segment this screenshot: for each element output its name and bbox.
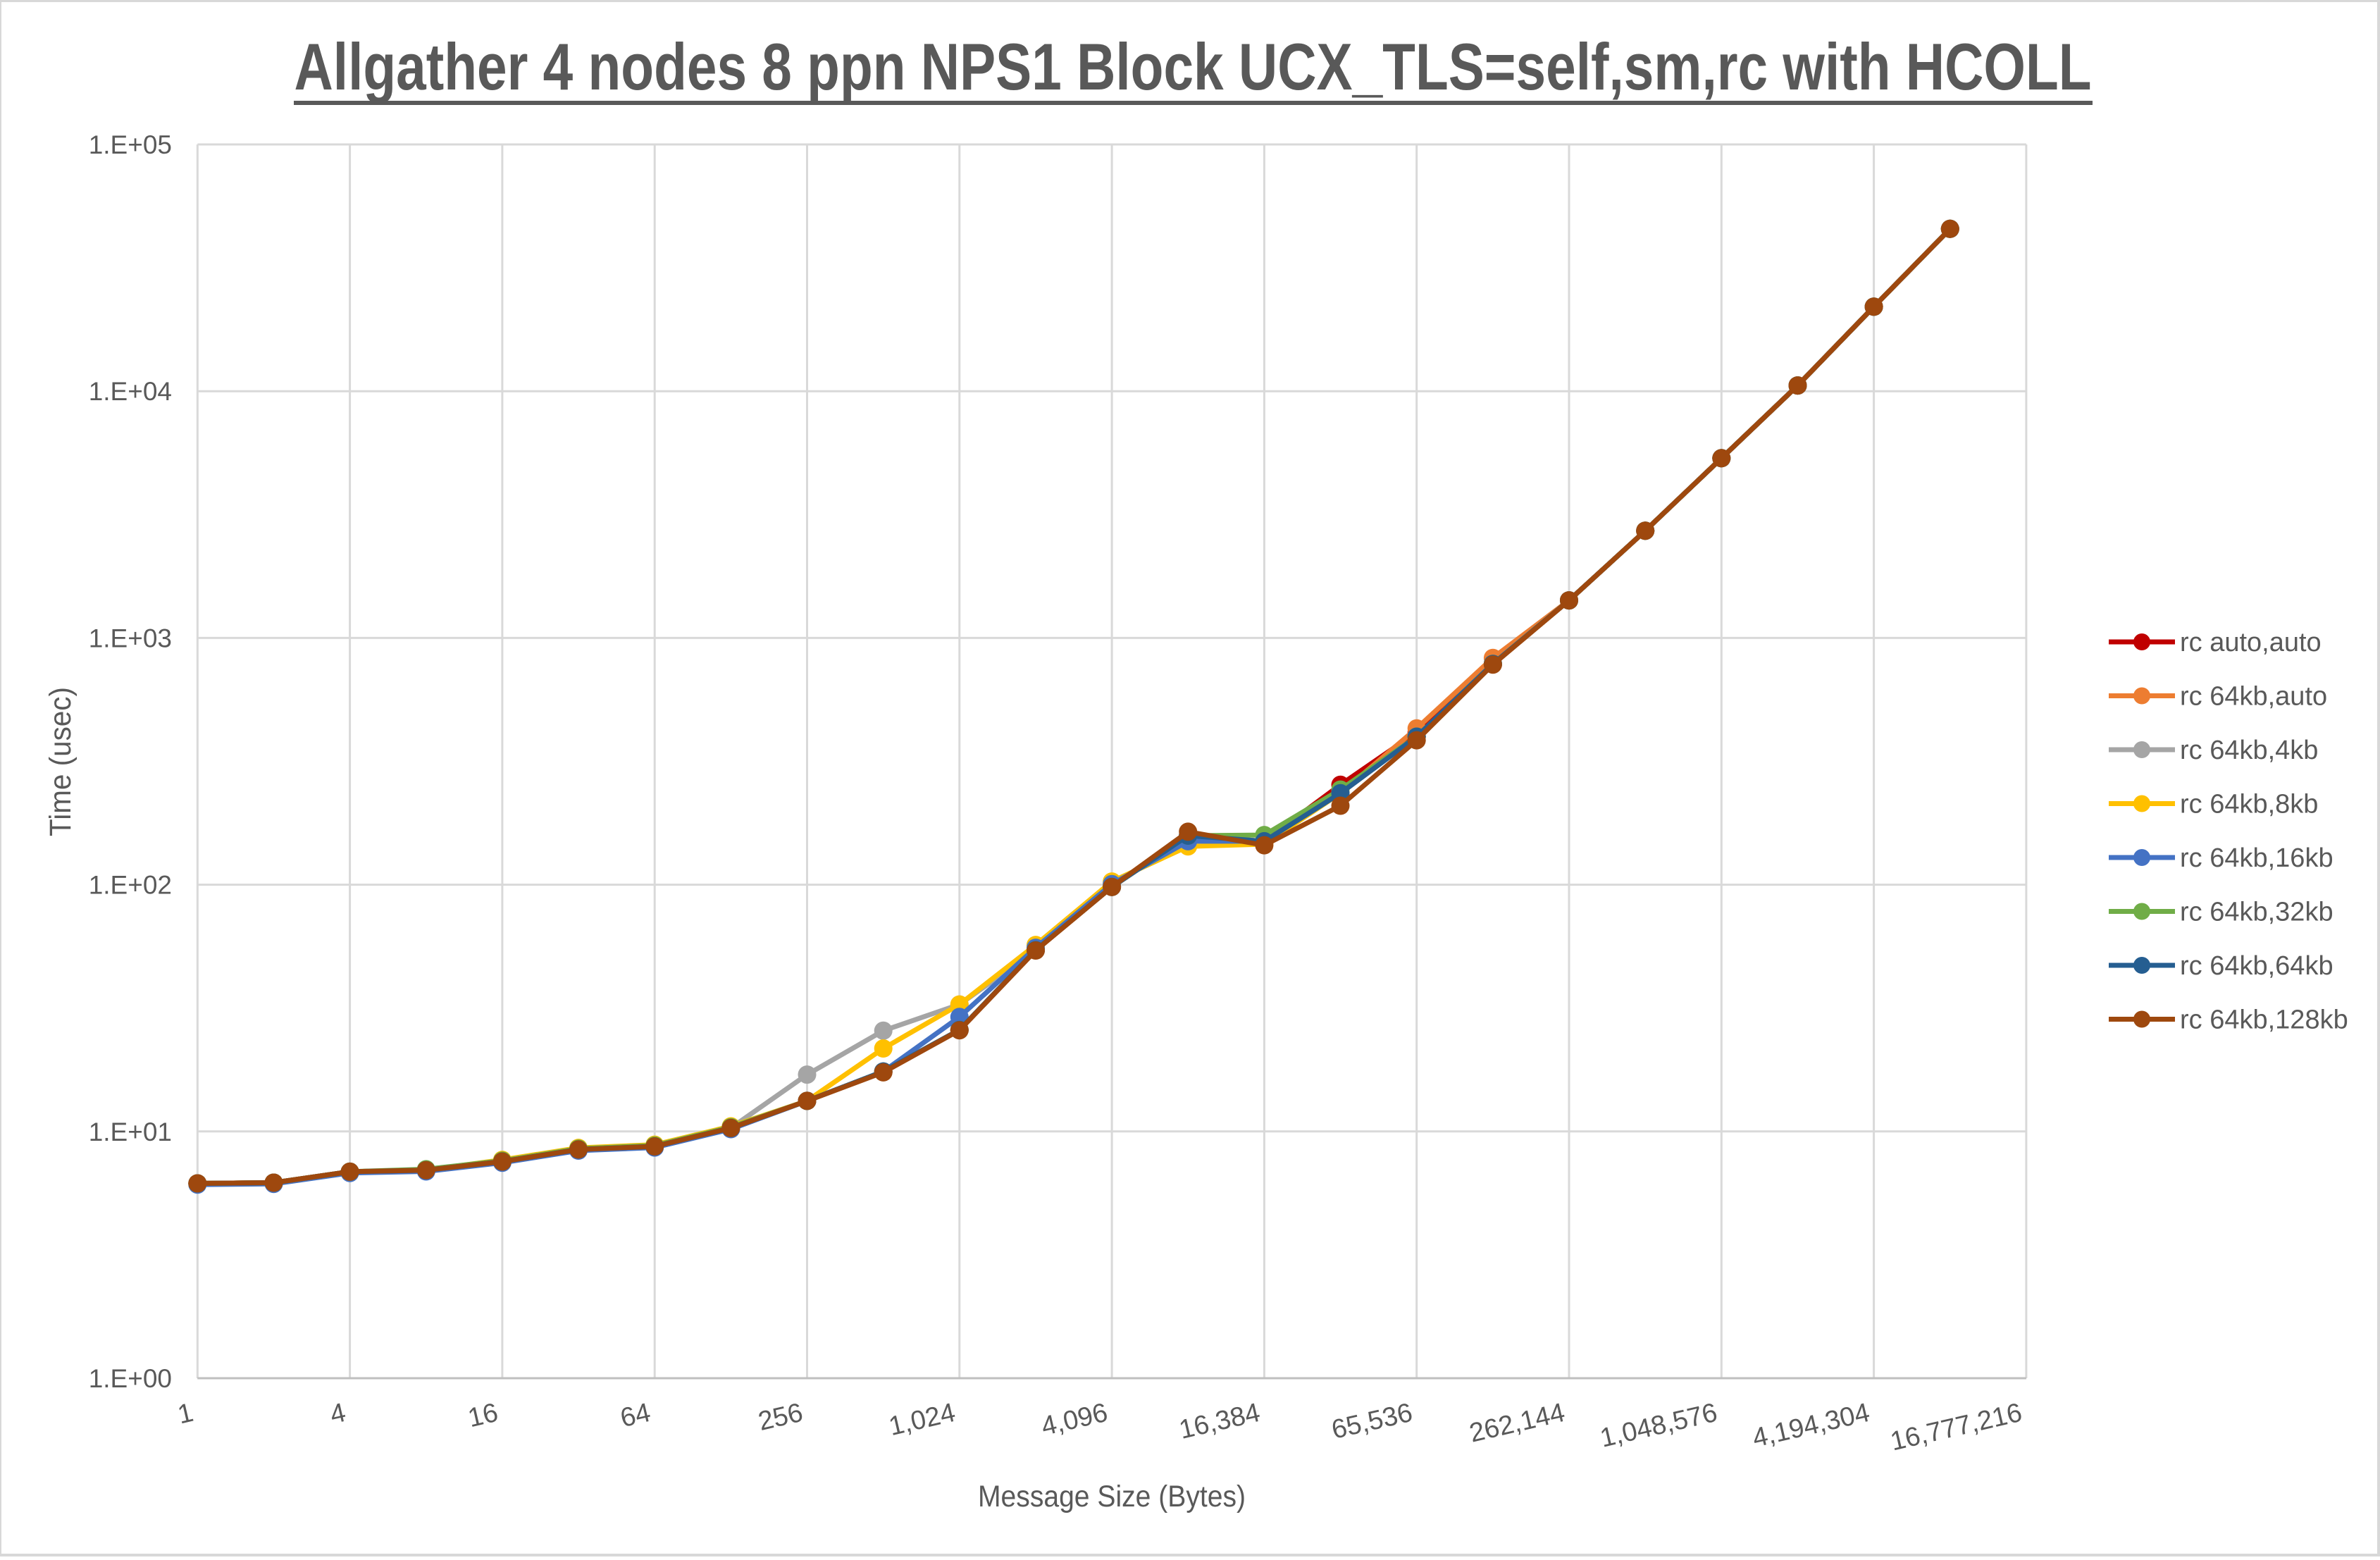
svg-text:1.E+00: 1.E+00 [89, 1364, 172, 1393]
svg-text:64: 64 [618, 1398, 654, 1433]
svg-text:rc 64kb,32kb: rc 64kb,32kb [2180, 898, 2333, 927]
svg-text:Message Size (Bytes): Message Size (Bytes) [978, 1480, 1246, 1513]
svg-text:rc 64kb,auto: rc 64kb,auto [2180, 682, 2327, 712]
svg-text:16: 16 [465, 1398, 501, 1433]
svg-text:1.E+03: 1.E+03 [89, 624, 172, 652]
svg-text:rc 64kb,128kb: rc 64kb,128kb [2180, 1005, 2348, 1035]
svg-text:1.E+05: 1.E+05 [89, 130, 172, 159]
svg-text:rc auto,auto: rc auto,auto [2180, 628, 2322, 657]
svg-text:rc 64kb,64kb: rc 64kb,64kb [2180, 951, 2333, 981]
svg-text:rc 64kb,4kb: rc 64kb,4kb [2180, 736, 2318, 765]
svg-text:rc 64kb,16kb: rc 64kb,16kb [2180, 843, 2333, 873]
svg-text:rc 64kb,8kb: rc 64kb,8kb [2180, 790, 2318, 819]
svg-text:1.E+02: 1.E+02 [89, 871, 172, 900]
svg-text:1.E+04: 1.E+04 [89, 377, 172, 406]
svg-text:1.E+01: 1.E+01 [89, 1118, 172, 1146]
svg-text:Time (usec): Time (usec) [44, 687, 78, 836]
svg-text:Allgather 4 nodes 8 ppn NPS1 B: Allgather 4 nodes 8 ppn NPS1 Block UCX_T… [295, 30, 2092, 104]
